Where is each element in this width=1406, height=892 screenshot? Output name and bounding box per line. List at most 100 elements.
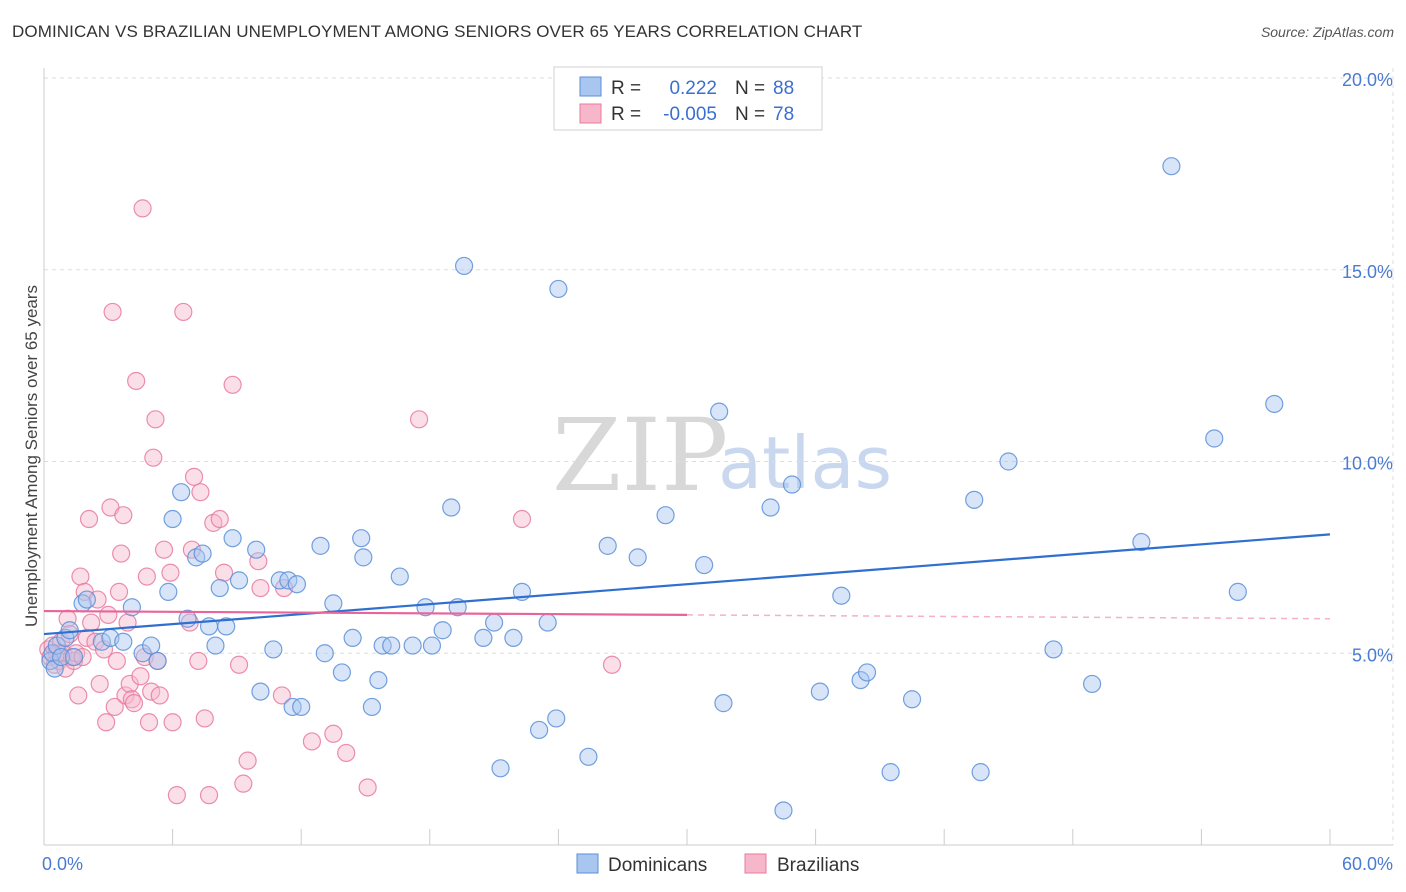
legend-n-label-dominicans: N = (735, 78, 765, 99)
y-tick-labels: 5.0% 10.0% 15.0% 20.0% (1342, 70, 1393, 665)
dominicans-point (362, 697, 382, 717)
dominicans-point (422, 636, 442, 655)
dominicans-point (193, 544, 212, 563)
dominicans-point (902, 690, 922, 709)
dominicans-point (92, 632, 111, 651)
dominicans-point (369, 670, 388, 690)
y-tick-label: 15.0% (1342, 262, 1393, 282)
brazilians-point (512, 509, 532, 529)
brazilians-point (154, 540, 174, 559)
dominicans-point (474, 628, 493, 648)
dominicans-point (159, 582, 178, 601)
brazilians-point (161, 563, 180, 582)
dominicans-point (710, 402, 729, 421)
brazilians-point (112, 544, 131, 563)
legend-r-value-dominicans: 0.222 (669, 78, 717, 99)
dominicans-point (148, 651, 167, 671)
dominicans-point (343, 628, 362, 648)
dominicans-point (64, 647, 84, 667)
dominicans-point (210, 578, 229, 598)
dominicans-point (206, 636, 225, 655)
watermark: ZIP atlas (552, 397, 892, 514)
brazilians-point (97, 713, 116, 732)
bottom-legend-label-dominicans: Dominicans (608, 855, 707, 876)
dominicans-point (114, 632, 133, 651)
brazilians-point (184, 467, 204, 486)
dominicans-point (52, 647, 71, 667)
dominicans-point (442, 498, 461, 517)
brazilians-point (79, 509, 99, 529)
brazilians-point (114, 506, 133, 525)
brazilians-point (146, 410, 165, 429)
dominicans-point (999, 452, 1018, 471)
y-tick-label: 20.0% (1342, 70, 1393, 90)
axes (43, 68, 1393, 846)
brazilians-point (142, 682, 161, 701)
brazilians-point (88, 590, 107, 609)
dominicans-point (1044, 640, 1063, 659)
dominicans-point (172, 483, 191, 502)
series-dominicans (41, 157, 1284, 820)
brazilians-point (150, 686, 169, 705)
legend-swatch-brazilians (579, 103, 602, 124)
y-tick-label: 5.0% (1352, 645, 1393, 665)
dominicans-point (45, 659, 64, 678)
brazilians-point (251, 578, 270, 598)
dominicans-point (549, 279, 568, 299)
dominicans-point (454, 256, 474, 276)
brazilians-point (127, 371, 146, 391)
dominicans-point (264, 640, 283, 659)
dominicans-point (223, 529, 242, 548)
legend-r-label-brazilians: R = (611, 104, 641, 125)
brazilians-point (71, 567, 90, 586)
brazilians-point (337, 743, 356, 763)
bottom-legend-label-brazilians: Brazilians (777, 855, 859, 876)
brazilians-point (103, 302, 122, 322)
dominicans-point (163, 509, 182, 529)
dominicans-point (60, 621, 79, 640)
brazilians-point (90, 674, 109, 694)
dominicans-trend-line (43, 533, 1331, 636)
dominicans-point (695, 555, 714, 575)
dominicans-point (547, 709, 566, 728)
brazilians-point (109, 582, 129, 601)
dominicans-point (1162, 157, 1181, 176)
dominicans-point (714, 694, 733, 713)
brazilians-point (124, 694, 144, 713)
brazilians-point (214, 563, 234, 582)
dominicans-point (122, 598, 141, 617)
dominicans-point (142, 636, 161, 655)
dominicans-point (965, 490, 984, 509)
brazilians-point (69, 686, 88, 705)
brazilians-point (302, 732, 322, 751)
dominicans-point (810, 682, 829, 701)
dominicans-point (332, 663, 352, 682)
dominicans-point (352, 529, 371, 548)
brazilians-point (131, 667, 150, 686)
dominicans-point (1265, 394, 1284, 414)
brazilians-point (99, 605, 118, 625)
dominicans-point (538, 613, 557, 632)
brazilians-point (174, 302, 193, 322)
dominicans-point (403, 636, 422, 655)
dominicans-point (390, 567, 409, 586)
legend-n-value-dominicans: 88 (773, 78, 794, 99)
dominicans-point (530, 720, 549, 740)
brazilians-point (272, 686, 292, 705)
brazilians-point (82, 613, 101, 632)
dominicans-point (279, 571, 298, 590)
brazilians-point (139, 713, 159, 732)
brazilians-point (199, 786, 219, 805)
dominicans-point (287, 575, 307, 594)
y-axis-label: Unemployment Among Seniors over 65 years (22, 285, 41, 627)
dominicans-point (857, 663, 877, 682)
source-label: Source: ZipAtlas.com (1260, 24, 1394, 40)
dominicans-point (881, 763, 900, 782)
dominicans-point (416, 598, 435, 617)
dominicans-point (433, 621, 452, 640)
brazilians-point (189, 651, 208, 671)
dominicans-point (292, 697, 311, 717)
dominicans-point (1205, 429, 1224, 448)
y-tick-label: 10.0% (1342, 454, 1393, 474)
dominicans-point (324, 594, 343, 613)
